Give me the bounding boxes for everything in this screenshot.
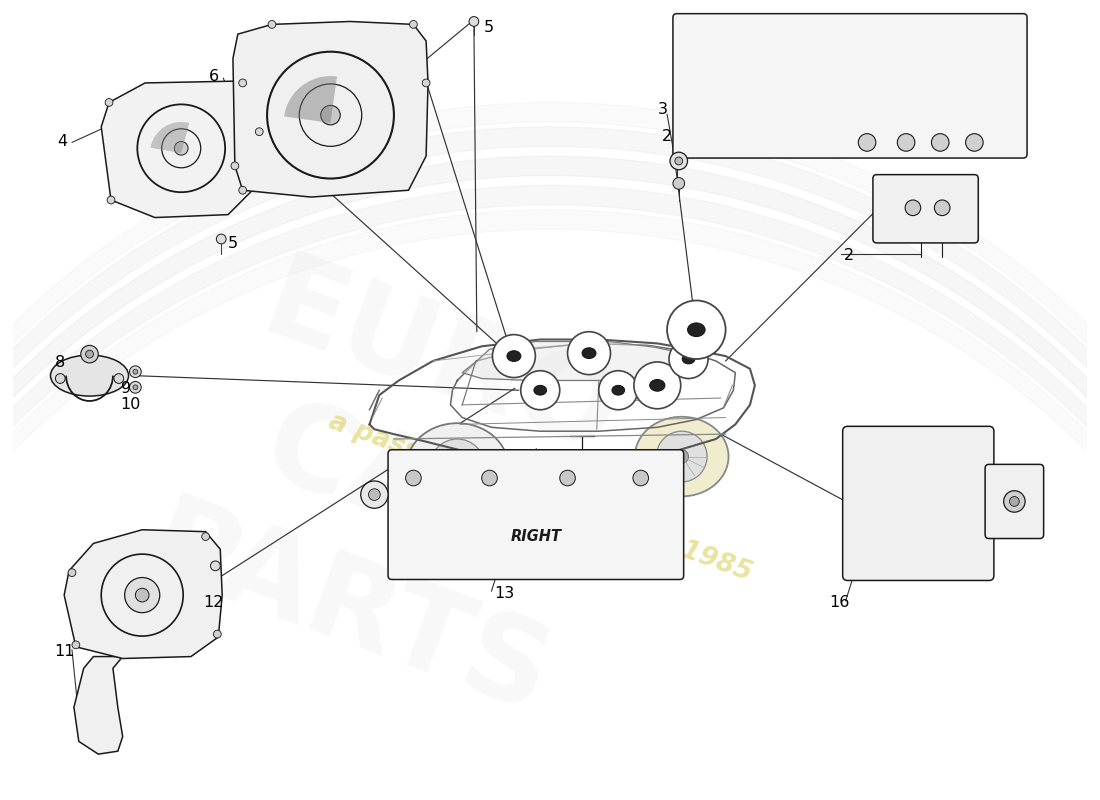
Circle shape (409, 21, 417, 28)
FancyBboxPatch shape (843, 426, 994, 581)
FancyBboxPatch shape (873, 174, 978, 243)
Circle shape (493, 334, 536, 378)
Circle shape (482, 470, 497, 486)
Circle shape (469, 17, 478, 26)
Circle shape (657, 431, 707, 482)
Ellipse shape (407, 423, 508, 510)
Circle shape (213, 630, 221, 638)
Text: 13: 13 (494, 586, 515, 601)
Ellipse shape (51, 355, 129, 396)
Circle shape (201, 533, 209, 541)
Circle shape (450, 458, 465, 474)
Circle shape (255, 128, 263, 136)
Wedge shape (284, 76, 337, 123)
Circle shape (966, 134, 983, 151)
Circle shape (634, 362, 681, 409)
FancyBboxPatch shape (986, 464, 1044, 538)
Circle shape (1003, 490, 1025, 512)
Text: 6: 6 (209, 69, 219, 83)
Text: RIGHT: RIGHT (510, 530, 562, 545)
Text: 9: 9 (121, 381, 131, 396)
Circle shape (932, 134, 949, 151)
FancyBboxPatch shape (673, 14, 1027, 158)
Circle shape (598, 370, 638, 410)
Ellipse shape (688, 323, 705, 337)
Circle shape (80, 346, 98, 363)
Text: 12: 12 (204, 595, 224, 610)
Circle shape (632, 470, 649, 486)
Ellipse shape (534, 386, 547, 395)
Text: 2: 2 (844, 248, 854, 263)
Circle shape (133, 385, 138, 390)
Circle shape (130, 382, 141, 393)
Text: 5: 5 (228, 236, 239, 251)
Ellipse shape (682, 354, 695, 364)
Circle shape (675, 450, 689, 463)
Circle shape (667, 301, 726, 359)
Text: 3: 3 (658, 102, 668, 117)
Circle shape (673, 178, 684, 190)
Circle shape (361, 481, 388, 508)
Circle shape (568, 332, 611, 374)
Circle shape (422, 79, 430, 87)
Ellipse shape (582, 348, 596, 358)
Text: 2: 2 (662, 129, 672, 144)
Text: 16: 16 (829, 595, 849, 610)
Circle shape (86, 350, 94, 358)
Circle shape (130, 366, 141, 378)
Polygon shape (64, 530, 222, 658)
Polygon shape (74, 657, 123, 754)
Circle shape (68, 569, 76, 577)
FancyBboxPatch shape (388, 450, 684, 579)
Circle shape (560, 470, 575, 486)
Circle shape (669, 339, 708, 378)
Circle shape (114, 374, 123, 383)
Text: a passion for parts since 1985: a passion for parts since 1985 (326, 409, 756, 586)
Text: 8: 8 (54, 355, 65, 370)
Circle shape (368, 489, 381, 501)
Circle shape (406, 470, 421, 486)
Circle shape (430, 439, 485, 494)
Circle shape (175, 142, 188, 155)
Circle shape (217, 234, 227, 244)
Circle shape (124, 578, 160, 613)
Ellipse shape (635, 417, 728, 496)
Text: 10: 10 (121, 398, 141, 412)
Wedge shape (151, 122, 189, 153)
Circle shape (107, 196, 114, 204)
Circle shape (321, 106, 340, 125)
Circle shape (231, 162, 239, 170)
Circle shape (72, 641, 80, 649)
Polygon shape (233, 22, 428, 197)
Circle shape (1010, 497, 1020, 506)
Circle shape (133, 370, 138, 374)
Circle shape (55, 374, 65, 383)
Circle shape (675, 157, 683, 165)
Circle shape (106, 98, 113, 106)
Circle shape (239, 79, 246, 87)
Circle shape (239, 186, 246, 194)
Text: 5: 5 (484, 20, 494, 35)
Circle shape (934, 200, 950, 216)
Text: EURO
CAR
PARTS: EURO CAR PARTS (132, 238, 656, 738)
Circle shape (210, 561, 220, 570)
Ellipse shape (507, 350, 521, 362)
Circle shape (905, 200, 921, 216)
Text: 4: 4 (57, 134, 67, 149)
Circle shape (858, 134, 876, 151)
Circle shape (670, 152, 688, 170)
Circle shape (135, 588, 149, 602)
Polygon shape (462, 342, 686, 381)
Polygon shape (101, 81, 262, 218)
Circle shape (520, 370, 560, 410)
Circle shape (898, 134, 915, 151)
Text: 11: 11 (54, 644, 75, 659)
Circle shape (268, 21, 276, 28)
Ellipse shape (612, 386, 625, 395)
Ellipse shape (650, 379, 664, 391)
